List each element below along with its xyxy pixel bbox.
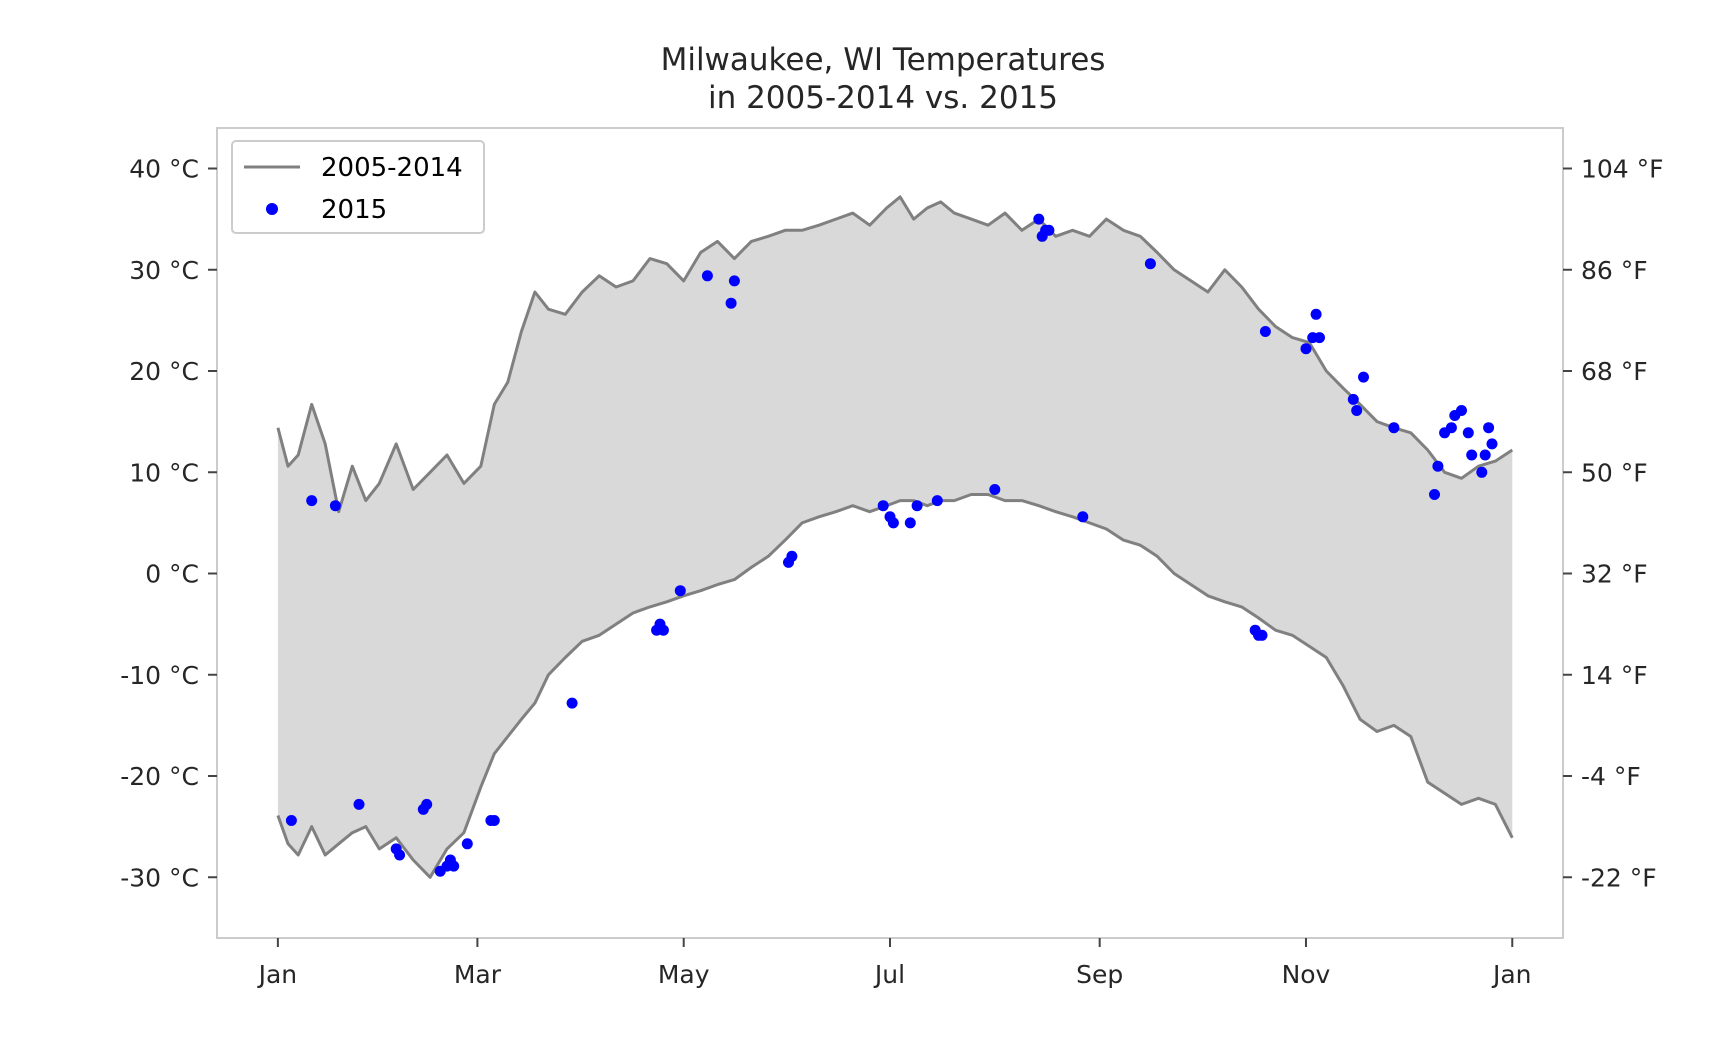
x-tick-label: Jan: [1491, 960, 1532, 989]
data-point-2015: [1033, 213, 1045, 225]
data-point-2015: [1479, 449, 1491, 461]
y-tick-label-left: 40 °C: [129, 155, 199, 184]
data-point-2015: [1259, 326, 1271, 337]
y-tick-label-right: 50 °F: [1581, 458, 1648, 487]
data-point-2015: [285, 815, 297, 826]
data-point-2015: [701, 270, 713, 282]
y-tick-label-left: 30 °C: [129, 256, 199, 285]
y-tick-label-right: 86 °F: [1581, 256, 1648, 285]
data-point-2015: [1314, 332, 1325, 344]
data-point-2015: [904, 517, 916, 529]
data-point-2015: [1432, 460, 1444, 472]
x-tick-label: Jan: [257, 960, 298, 989]
data-point-2015: [1043, 224, 1055, 236]
legend-box: [231, 140, 485, 234]
data-point-2015: [1476, 466, 1488, 478]
data-point-2015: [488, 815, 500, 826]
data-point-2015: [911, 500, 923, 512]
y-tick-label-left: 0 °C: [145, 560, 199, 589]
data-point-2015: [674, 585, 686, 597]
data-point-2015: [725, 297, 737, 309]
data-point-2015: [461, 838, 473, 850]
data-point-2015: [1358, 371, 1369, 383]
y-tick-label-left: -20 °C: [120, 762, 199, 791]
x-tick-label: Mar: [454, 960, 502, 989]
data-point-2015: [728, 275, 740, 287]
data-point-2015: [887, 517, 899, 529]
data-point-2015: [1351, 405, 1363, 416]
legend-marker-swatch: [266, 203, 278, 215]
data-point-2015: [931, 495, 943, 507]
data-point-2015: [1429, 489, 1440, 500]
y-tick-label-left: -10 °C: [120, 661, 199, 690]
x-tick-label: May: [658, 960, 710, 989]
legend-label: 2015: [321, 195, 387, 225]
data-point-2015: [1445, 422, 1457, 434]
y-tick-label-right: 68 °F: [1581, 357, 1648, 386]
data-point-2015: [394, 849, 406, 861]
data-point-2015: [786, 550, 798, 562]
y-tick-label-right: 104 °F: [1581, 155, 1664, 184]
x-tick-label: Sep: [1076, 960, 1123, 989]
data-point-2015: [1483, 422, 1495, 434]
y-tick-label-left: -30 °C: [120, 863, 199, 892]
y-tick-label-left: 20 °C: [129, 357, 199, 386]
data-point-2015: [566, 697, 578, 709]
data-point-2015: [448, 860, 460, 872]
data-point-2015: [421, 798, 433, 810]
data-point-2015: [1256, 629, 1268, 641]
record-low-line: [276, 493, 1514, 879]
x-tick-label: Jul: [873, 960, 905, 989]
data-point-2015: [1144, 258, 1156, 270]
y-tick-label-right: 14 °F: [1581, 661, 1648, 690]
data-point-2015: [1347, 393, 1359, 405]
data-point-2015: [1300, 343, 1312, 355]
data-point-2015: [353, 798, 365, 810]
data-point-2015: [877, 500, 889, 512]
data-point-2015: [1462, 427, 1474, 439]
data-point-2015: [1466, 449, 1478, 461]
y-tick-label-left: 10 °C: [129, 458, 199, 487]
x-tick-label: Nov: [1282, 960, 1331, 989]
data-point-2015: [989, 484, 1001, 495]
record-high-line: [276, 195, 1514, 514]
data-point-2015: [1486, 438, 1498, 450]
data-point-2015: [306, 495, 318, 507]
data-point-2015: [1077, 511, 1089, 523]
chart-title-line-2: in 2005-2014 vs. 2015: [708, 80, 1058, 116]
data-point-2015: [1456, 405, 1467, 416]
y-tick-label-right: -4 °F: [1581, 762, 1641, 791]
data-point-2015: [329, 500, 341, 512]
legend-label: 2005-2014: [321, 153, 463, 183]
y-tick-label-right: -22 °F: [1581, 863, 1657, 892]
y-tick-label-right: 32 °F: [1581, 560, 1648, 589]
chart-title-line-1: Milwaukee, WI Temperatures: [661, 42, 1106, 78]
data-point-2015: [1310, 308, 1322, 320]
record-range-fill: [277, 196, 1513, 878]
data-point-2015: [657, 624, 669, 636]
data-point-2015: [1388, 422, 1400, 434]
